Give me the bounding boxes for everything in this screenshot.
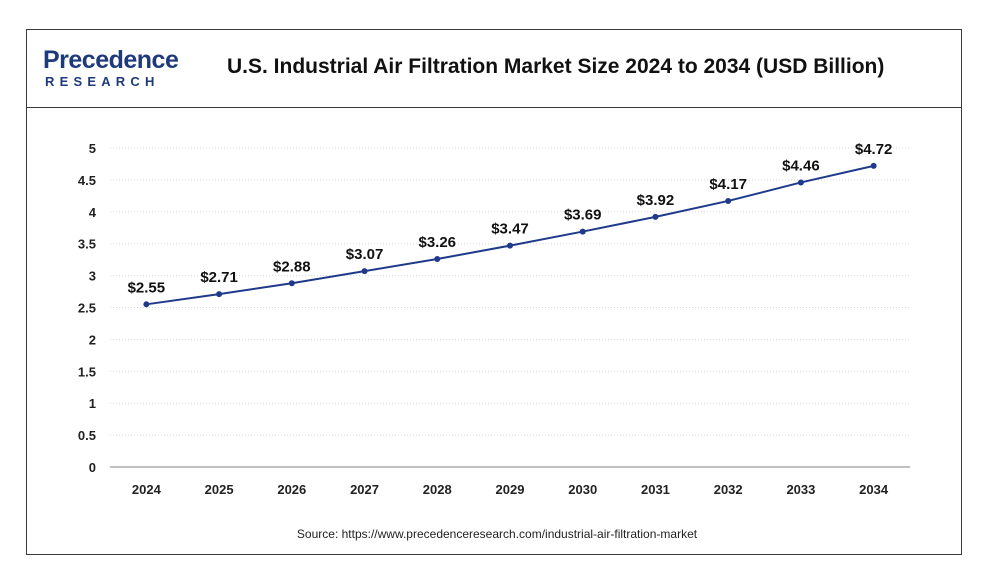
x-tick-label: 2034 — [859, 482, 889, 497]
data-label: $3.47 — [491, 221, 529, 238]
x-tick-label: 2031 — [641, 482, 670, 497]
data-point — [579, 228, 586, 235]
y-tick-label: 4 — [89, 205, 97, 220]
data-label: $3.92 — [637, 192, 675, 209]
y-tick-label: 2.5 — [78, 301, 96, 316]
source-note: Source: https://www.precedenceresearch.c… — [296, 527, 698, 541]
data-label: $4.17 — [709, 176, 747, 193]
x-tick-label: 2028 — [423, 482, 452, 497]
x-tick-label: 2025 — [205, 482, 234, 497]
y-tick-label: 3.5 — [78, 237, 96, 252]
data-point — [797, 179, 804, 186]
data-point — [361, 268, 368, 275]
data-label: $3.07 — [346, 246, 384, 263]
y-tick-label: 4.5 — [78, 173, 96, 188]
x-tick-label: 2030 — [568, 482, 597, 497]
x-tick-label: 2024 — [132, 482, 162, 497]
y-tick-label: 1 — [89, 396, 96, 411]
chart-header: Precedence RESEARCH U.S. Industrial Air … — [27, 30, 961, 108]
x-tick-label: 2027 — [350, 482, 379, 497]
y-tick-label: 3 — [89, 269, 96, 284]
x-tick-label: 2033 — [786, 482, 815, 497]
data-label: $3.69 — [564, 207, 602, 224]
data-point — [434, 256, 441, 263]
logo-wordmark: Precedence — [43, 46, 179, 74]
data-label: $2.55 — [128, 279, 166, 296]
brand-logo: Precedence RESEARCH — [43, 46, 183, 92]
data-label: $4.72 — [855, 141, 893, 158]
data-label: $2.88 — [273, 258, 311, 275]
chart-title: U.S. Industrial Air Filtration Market Si… — [227, 55, 885, 78]
data-point — [652, 213, 659, 220]
data-point — [870, 162, 877, 169]
data-label: $3.26 — [418, 234, 456, 251]
x-tick-label: 2029 — [496, 482, 525, 497]
x-tick-label: 2032 — [714, 482, 743, 497]
data-point — [507, 242, 513, 249]
y-tick-label: 5 — [89, 141, 96, 156]
data-label: $4.46 — [782, 157, 820, 174]
data-point — [143, 301, 150, 308]
data-point — [288, 280, 295, 287]
y-tick-label: 2 — [89, 332, 96, 347]
data-point — [725, 197, 732, 204]
logo-subtext: RESEARCH — [45, 74, 160, 89]
y-tick-label: 0.5 — [78, 428, 96, 443]
data-label: $2.71 — [200, 269, 238, 286]
y-tick-label: 0 — [89, 460, 96, 475]
x-tick-label: 2026 — [277, 482, 306, 497]
data-point — [216, 291, 223, 298]
y-tick-label: 1.5 — [78, 364, 96, 379]
